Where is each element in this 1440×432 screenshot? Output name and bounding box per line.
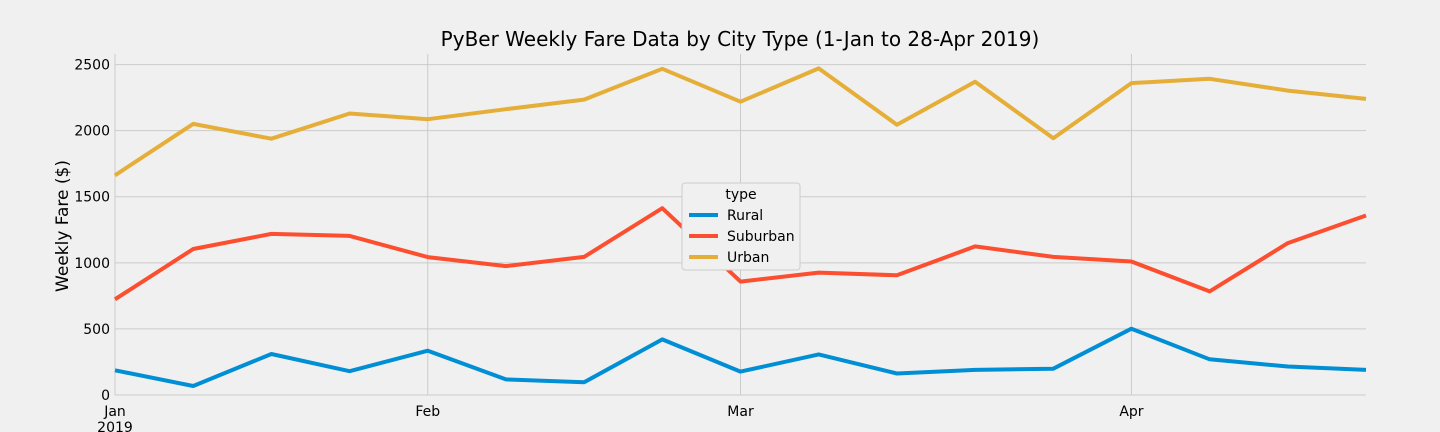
y-tick-label: 0 <box>101 388 110 404</box>
y-tick-label: 500 <box>83 322 110 338</box>
x-tick-label: Apr <box>1119 404 1143 420</box>
series-lines <box>113 66 1367 388</box>
x-tick-sublabel: 2019 <box>97 420 133 432</box>
legend: type Rural Suburban Urban <box>681 182 801 271</box>
x-tick-label: Jan <box>103 404 126 420</box>
legend-box <box>681 182 801 271</box>
y-tick-label: 1500 <box>74 190 110 206</box>
y-tick-label: 2000 <box>74 124 110 140</box>
y-tick-label: 2500 <box>74 58 110 74</box>
x-tick-label: Mar <box>727 404 754 420</box>
chart-title: PyBer Weekly Fare Data by City Type (1-J… <box>441 27 1040 51</box>
y-axis-label: Weekly Fare ($) <box>53 160 73 292</box>
legend-entry: Suburban <box>727 229 795 245</box>
y-tick-labels: 0 500 1000 1500 2000 2500 <box>74 58 110 404</box>
legend-entry: Urban <box>727 250 769 266</box>
legend-entry: Rural <box>727 208 763 224</box>
x-tick-label: Feb <box>415 404 440 420</box>
series-line-urban <box>113 66 1367 177</box>
y-tick-label: 1000 <box>74 256 110 272</box>
legend-title: type <box>725 187 756 203</box>
